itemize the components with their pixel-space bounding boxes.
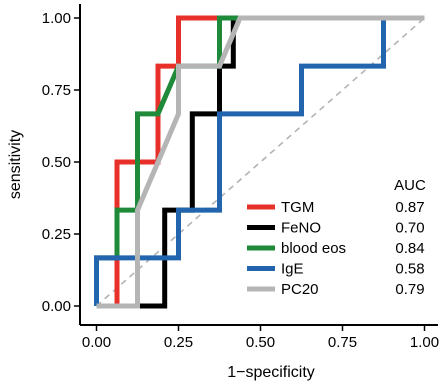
series-line-ige — [94, 15, 425, 306]
y-tick-label: 0.50 — [42, 154, 71, 171]
y-axis-title: sensitivity — [7, 130, 24, 199]
y-tick-label: 0.00 — [42, 298, 71, 315]
legend-auc-value: 0.79 — [395, 281, 424, 298]
series-line-pc20 — [96, 15, 425, 309]
legend-label: TGM — [281, 199, 314, 216]
x-tick-label: 0.25 — [164, 334, 193, 351]
legend-auc-value: 0.84 — [395, 240, 424, 257]
legend-auc-value: 0.87 — [395, 199, 424, 216]
y-tick-label: 1.00 — [42, 10, 71, 27]
y-tick-label: 0.25 — [42, 226, 71, 243]
legend-label: blood eos — [281, 240, 346, 257]
y-tick-label: 0.75 — [42, 82, 71, 99]
legend-auc-value: 0.70 — [395, 220, 424, 237]
x-tick-label: 0.50 — [246, 334, 275, 351]
x-tick-label: 0.00 — [82, 334, 111, 351]
x-axis-title: 1−specificity — [227, 364, 315, 381]
legend-auc-value: 0.58 — [395, 261, 424, 278]
x-tick-label: 0.75 — [328, 334, 357, 351]
legend-label: PC20 — [281, 281, 319, 298]
x-tick-label: 1.00 — [410, 334, 439, 351]
legend-label: FeNO — [281, 220, 321, 237]
legend-auc-header: AUC — [394, 177, 426, 194]
legend-label: IgE — [281, 261, 304, 278]
